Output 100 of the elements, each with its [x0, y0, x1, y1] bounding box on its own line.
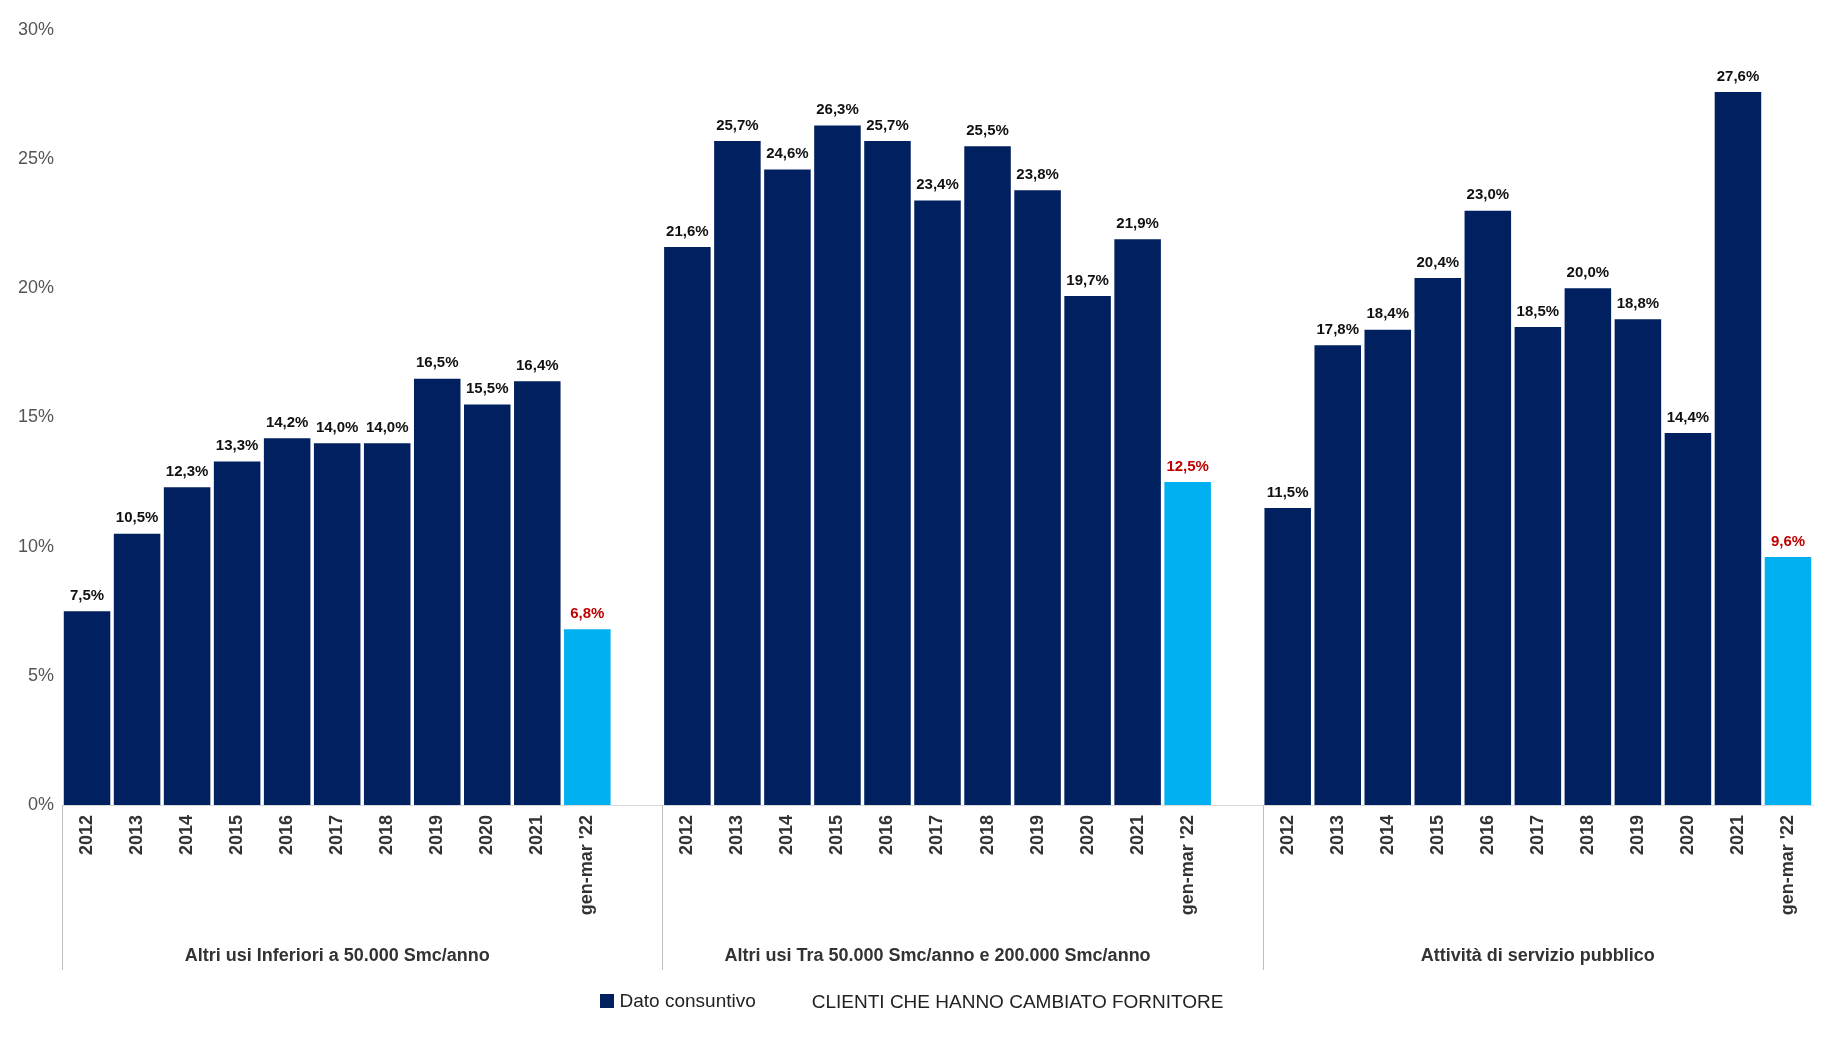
x-tick-label: 2013 [1326, 815, 1347, 856]
y-tick-label: 0% [28, 793, 55, 814]
x-tick-label: 2015 [826, 815, 847, 856]
x-tick-label: 2018 [376, 815, 397, 856]
y-tick-label: 25% [18, 148, 55, 169]
data-label: 15,5% [465, 379, 509, 397]
bar [714, 141, 761, 805]
x-tick-label: 2019 [1626, 815, 1647, 856]
x-tick-label: 2018 [976, 815, 997, 856]
data-label: 20,4% [1416, 252, 1460, 270]
x-tick-label: 2021 [1126, 815, 1147, 856]
x-tick-label: 2020 [1676, 815, 1697, 856]
data-label: 19,7% [1066, 270, 1109, 288]
y-tick-label: 20% [18, 277, 55, 298]
bar [864, 141, 911, 805]
bar [1114, 239, 1161, 805]
x-tick-label: 2020 [476, 815, 497, 856]
data-label: 25,7% [716, 115, 759, 133]
y-tick-label: 5% [28, 664, 55, 685]
data-label: 16,4% [516, 355, 559, 373]
x-tick-label: 2015 [226, 815, 247, 856]
text: Attività di servizio pubblico [1420, 944, 1655, 965]
x-tick-label: 2016 [876, 815, 897, 856]
data-label: 18,8% [1616, 293, 1660, 311]
data-label: 9,6% [1770, 531, 1806, 549]
x-tick-label: gen-mar '22 [576, 815, 597, 916]
bar [1714, 92, 1762, 805]
x-tick-label: 2014 [176, 815, 197, 856]
bar [163, 487, 211, 805]
x-tick-label: 2012 [676, 815, 697, 856]
bar [764, 169, 811, 805]
x-tick-label: 2016 [1476, 815, 1497, 856]
bar [1514, 327, 1562, 805]
bar [1014, 190, 1061, 805]
data-label: 17,8% [1316, 319, 1360, 337]
x-tick-label: 2017 [326, 815, 347, 856]
data-label: 13,3% [215, 436, 259, 454]
x-tick-label: gen-mar '22 [1776, 815, 1797, 916]
data-label: 25,7% [866, 115, 909, 133]
x-tick-label: 2013 [126, 815, 147, 856]
bar [1614, 319, 1662, 805]
bar [1064, 296, 1111, 805]
data-label: 23,4% [916, 175, 959, 193]
bar [113, 533, 161, 805]
data-label: 14,4% [1666, 407, 1710, 425]
data-label: 12,5% [1166, 456, 1209, 474]
y-tick-label: 30% [18, 18, 55, 39]
x-tick-label: 2021 [1726, 815, 1747, 856]
bar [514, 381, 561, 805]
data-label: 16,5% [415, 353, 459, 371]
bar [914, 200, 961, 805]
bar [63, 611, 111, 805]
bar [263, 438, 311, 805]
legend-label: Dato consuntivo [618, 990, 756, 1012]
data-label: 18,4% [1366, 304, 1410, 322]
text: CLIENTI CHE HANNO CAMBIATO FORNITORE [811, 991, 1224, 1013]
bar [1314, 345, 1361, 805]
data-label: 24,6% [766, 144, 809, 162]
data-label: 21,6% [666, 221, 709, 239]
y-tick-label: 15% [18, 406, 55, 427]
bar [1414, 278, 1462, 805]
data-label: 18,5% [1516, 301, 1560, 319]
bar [464, 404, 511, 805]
x-tick-label: 2015 [1426, 815, 1447, 856]
bar [213, 461, 261, 805]
bar [1264, 507, 1311, 805]
bar [664, 247, 711, 805]
y-tick-label: 10% [18, 535, 55, 556]
data-label: 23,8% [1016, 164, 1059, 182]
x-tick-label: 2018 [1576, 815, 1597, 856]
data-label: 14,0% [365, 417, 409, 435]
x-tick-label: 2017 [926, 815, 947, 856]
x-tick-label: 2012 [76, 815, 97, 856]
x-tick-label: gen-mar '22 [1176, 815, 1197, 916]
bar [564, 629, 611, 805]
bar [413, 378, 461, 805]
data-label: 14,2% [265, 412, 309, 430]
x-tick-label: 2020 [1076, 815, 1097, 856]
bar [313, 443, 361, 805]
bar [1764, 557, 1812, 805]
data-label: 11,5% [1266, 482, 1309, 500]
data-label: 27,6% [1716, 66, 1760, 84]
data-label: 12,3% [165, 461, 209, 479]
data-label: 14,0% [315, 417, 359, 435]
x-tick-label: 2019 [426, 815, 447, 856]
text: Altri usi Inferiori a 50.000 Smc/anno [184, 944, 490, 965]
data-label: 10,5% [115, 508, 159, 526]
data-label: 26,3% [816, 100, 859, 118]
x-tick-label: 2014 [776, 815, 797, 856]
bar [363, 443, 411, 805]
data-label: 25,5% [966, 120, 1009, 138]
data-label: 21,9% [1116, 213, 1159, 231]
data-label: 20,0% [1566, 262, 1610, 280]
x-tick-label: 2012 [1276, 815, 1297, 856]
x-tick-label: 2013 [726, 815, 747, 856]
bar [1364, 329, 1412, 805]
bar [1164, 482, 1211, 805]
bar [1464, 210, 1512, 805]
data-label: 6,8% [570, 603, 605, 621]
x-tick-label: 2017 [1526, 815, 1547, 856]
